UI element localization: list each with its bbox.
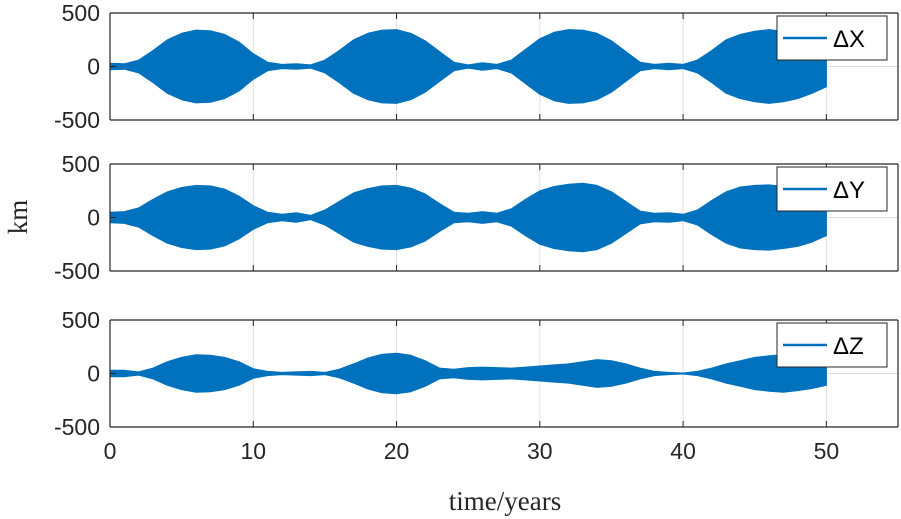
legend-2: ΔY (776, 166, 888, 212)
series-area-3 (109, 352, 827, 395)
x-axis-label: time/years (449, 486, 561, 516)
x-tick-label: 30 (527, 438, 553, 464)
series-area-2 (109, 182, 827, 253)
y-tick-label: 0 (87, 205, 100, 231)
y-axis-label: km (3, 200, 33, 235)
y-tick-label: 500 (62, 151, 100, 177)
legend-3: ΔZ (776, 322, 888, 368)
x-tick-label: 40 (670, 438, 696, 464)
legend-label: ΔY (833, 177, 865, 204)
panel-1: -500 0 500 ΔX (54, 0, 899, 133)
y-tick-label: -500 (54, 107, 100, 133)
series-area-1 (109, 29, 827, 104)
x-tick-label: 50 (814, 438, 840, 464)
y-tick-label: 0 (87, 361, 100, 387)
panel-2: -500 0 500 ΔY (54, 151, 899, 284)
y-tick-label: 500 (62, 307, 100, 333)
y-tick-label: 500 (62, 0, 100, 26)
y-tick-label: 0 (87, 54, 100, 80)
x-tick-label: 0 (104, 438, 117, 464)
y-tick-label: -500 (54, 258, 100, 284)
x-tick-label: 20 (384, 438, 410, 464)
legend-1: ΔX (776, 15, 888, 61)
legend-label: ΔZ (833, 333, 864, 360)
legend-label: ΔX (833, 26, 865, 53)
y-tick-label: -500 (54, 414, 100, 440)
x-tick-label: 10 (240, 438, 266, 464)
